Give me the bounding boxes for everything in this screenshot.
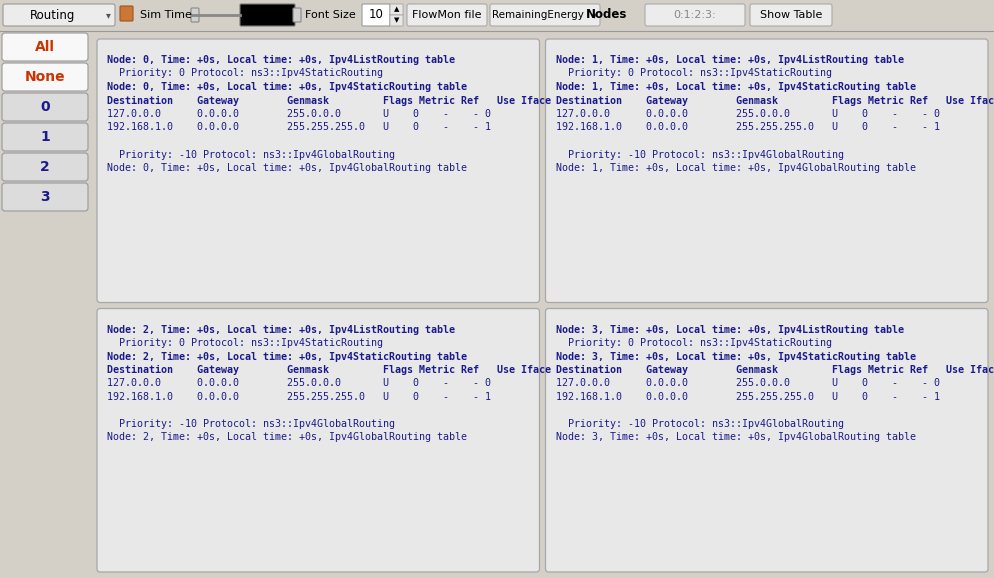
FancyBboxPatch shape [407,4,487,26]
Text: Node: 2, Time: +0s, Local time: +0s, Ipv4ListRouting table: Node: 2, Time: +0s, Local time: +0s, Ipv… [107,324,455,335]
Text: Priority: -10 Protocol: ns3::Ipv4GlobalRouting: Priority: -10 Protocol: ns3::Ipv4GlobalR… [107,150,395,160]
Text: Priority: -10 Protocol: ns3::Ipv4GlobalRouting: Priority: -10 Protocol: ns3::Ipv4GlobalR… [556,419,844,429]
Text: Font Size: Font Size [305,10,356,20]
Text: Node: 2, Time: +0s, Local time: +0s, Ipv4GlobalRouting table: Node: 2, Time: +0s, Local time: +0s, Ipv… [107,432,467,443]
FancyBboxPatch shape [2,153,88,181]
Text: Node: 3, Time: +0s, Local time: +0s, Ipv4GlobalRouting table: Node: 3, Time: +0s, Local time: +0s, Ipv… [556,432,915,443]
Text: ▲: ▲ [394,6,400,13]
Text: FlowMon file: FlowMon file [413,10,482,20]
Text: Node: 0, Time: +0s, Local time: +0s, Ipv4ListRouting table: Node: 0, Time: +0s, Local time: +0s, Ipv… [107,55,455,65]
Text: Priority: 0 Protocol: ns3::Ipv4StaticRouting: Priority: 0 Protocol: ns3::Ipv4StaticRou… [107,69,383,79]
Text: Destination    Gateway        Genmask         Flags Metric Ref   Use Iface: Destination Gateway Genmask Flags Metric… [556,95,994,106]
Text: Nodes: Nodes [586,9,627,21]
Text: Node: 3, Time: +0s, Local time: +0s, Ipv4StaticRouting table: Node: 3, Time: +0s, Local time: +0s, Ipv… [556,351,915,361]
Text: Node: 1, Time: +0s, Local time: +0s, Ipv4StaticRouting table: Node: 1, Time: +0s, Local time: +0s, Ipv… [556,82,915,92]
Text: ▾: ▾ [105,10,110,20]
Bar [0,0,994,31]
Text: RemainingEnergy: RemainingEnergy [492,10,583,20]
Text: Priority: 0 Protocol: ns3::Ipv4StaticRouting: Priority: 0 Protocol: ns3::Ipv4StaticRou… [556,338,832,348]
Text: Node: 1, Time: +0s, Local time: +0s, Ipv4ListRouting table: Node: 1, Time: +0s, Local time: +0s, Ipv… [556,55,904,65]
Text: 192.168.1.0    0.0.0.0        255.255.255.0   U    0    -    - 1: 192.168.1.0 0.0.0.0 255.255.255.0 U 0 - … [556,392,939,402]
Text: 127.0.0.0      0.0.0.0        255.0.0.0       U    0    -    - 0: 127.0.0.0 0.0.0.0 255.0.0.0 U 0 - - 0 [556,109,939,119]
Text: Node: 0, Time: +0s, Local time: +0s, Ipv4GlobalRouting table: Node: 0, Time: +0s, Local time: +0s, Ipv… [107,163,467,173]
Text: 127.0.0.0      0.0.0.0        255.0.0.0       U    0    -    - 0: 127.0.0.0 0.0.0.0 255.0.0.0 U 0 - - 0 [107,109,491,119]
Text: Priority: 0 Protocol: ns3::Ipv4StaticRouting: Priority: 0 Protocol: ns3::Ipv4StaticRou… [556,69,832,79]
Text: Destination    Gateway        Genmask         Flags Metric Ref   Use Iface: Destination Gateway Genmask Flags Metric… [107,365,551,375]
Text: Show Table: Show Table [759,10,822,20]
FancyBboxPatch shape [240,4,295,26]
FancyBboxPatch shape [293,8,301,22]
Text: 10: 10 [369,9,384,21]
Text: Destination    Gateway        Genmask         Flags Metric Ref   Use Iface: Destination Gateway Genmask Flags Metric… [556,365,994,375]
FancyBboxPatch shape [97,39,540,302]
Text: Sim Time: Sim Time [140,10,192,20]
Text: 1: 1 [40,130,50,144]
FancyBboxPatch shape [3,4,115,26]
FancyBboxPatch shape [362,4,390,26]
FancyBboxPatch shape [2,123,88,151]
Text: Priority: -10 Protocol: ns3::Ipv4GlobalRouting: Priority: -10 Protocol: ns3::Ipv4GlobalR… [107,419,395,429]
FancyBboxPatch shape [2,93,88,121]
Text: 192.168.1.0    0.0.0.0        255.255.255.0   U    0    -    - 1: 192.168.1.0 0.0.0.0 255.255.255.0 U 0 - … [556,123,939,132]
FancyBboxPatch shape [191,8,199,22]
FancyBboxPatch shape [645,4,745,26]
FancyBboxPatch shape [120,6,133,21]
Text: None: None [25,70,66,84]
Text: 0: 0 [40,100,50,114]
FancyBboxPatch shape [546,309,988,572]
FancyBboxPatch shape [546,39,988,302]
FancyBboxPatch shape [390,15,403,26]
Text: 127.0.0.0      0.0.0.0        255.0.0.0       U    0    -    - 0: 127.0.0.0 0.0.0.0 255.0.0.0 U 0 - - 0 [107,379,491,388]
Text: 127.0.0.0      0.0.0.0        255.0.0.0       U    0    -    - 0: 127.0.0.0 0.0.0.0 255.0.0.0 U 0 - - 0 [556,379,939,388]
FancyBboxPatch shape [390,4,403,15]
Text: 2: 2 [40,160,50,174]
Text: Node: 3, Time: +0s, Local time: +0s, Ipv4ListRouting table: Node: 3, Time: +0s, Local time: +0s, Ipv… [556,324,904,335]
Text: Routing: Routing [30,9,76,21]
Text: ▼: ▼ [394,17,400,24]
Text: All: All [35,40,55,54]
Text: 0:1:2:3:: 0:1:2:3: [674,10,717,20]
Text: Node: 0, Time: +0s, Local time: +0s, Ipv4StaticRouting table: Node: 0, Time: +0s, Local time: +0s, Ipv… [107,82,467,92]
FancyBboxPatch shape [2,63,88,91]
FancyBboxPatch shape [97,309,540,572]
Text: 3: 3 [40,190,50,204]
Text: Destination    Gateway        Genmask         Flags Metric Ref   Use Iface: Destination Gateway Genmask Flags Metric… [107,95,551,106]
Text: Priority: -10 Protocol: ns3::Ipv4GlobalRouting: Priority: -10 Protocol: ns3::Ipv4GlobalR… [556,150,844,160]
Text: Node: 1, Time: +0s, Local time: +0s, Ipv4GlobalRouting table: Node: 1, Time: +0s, Local time: +0s, Ipv… [556,163,915,173]
FancyBboxPatch shape [2,183,88,211]
Text: 192.168.1.0    0.0.0.0        255.255.255.0   U    0    -    - 1: 192.168.1.0 0.0.0.0 255.255.255.0 U 0 - … [107,123,491,132]
Text: 192.168.1.0    0.0.0.0        255.255.255.0   U    0    -    - 1: 192.168.1.0 0.0.0.0 255.255.255.0 U 0 - … [107,392,491,402]
Text: Node: 2, Time: +0s, Local time: +0s, Ipv4StaticRouting table: Node: 2, Time: +0s, Local time: +0s, Ipv… [107,351,467,361]
Text: Priority: 0 Protocol: ns3::Ipv4StaticRouting: Priority: 0 Protocol: ns3::Ipv4StaticRou… [107,338,383,348]
FancyBboxPatch shape [750,4,832,26]
Text: ▾: ▾ [591,10,596,20]
FancyBboxPatch shape [2,33,88,61]
FancyBboxPatch shape [490,4,600,26]
